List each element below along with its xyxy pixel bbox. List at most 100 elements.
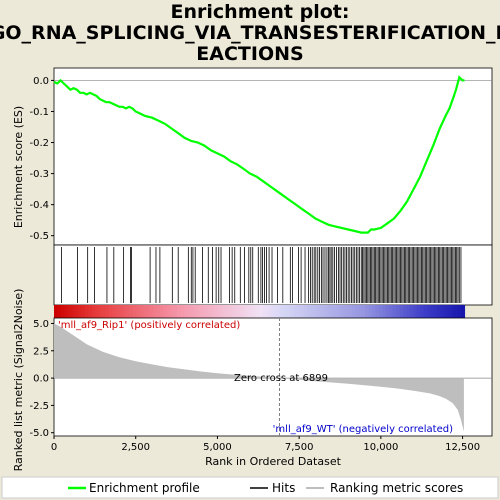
color-bar-segment xyxy=(266,305,271,318)
color-bar-segment xyxy=(286,305,291,318)
x-tick-label: 10,000 xyxy=(363,442,398,453)
color-bar-segment xyxy=(406,305,411,318)
color-bar-segment xyxy=(416,305,421,318)
color-bar-segment xyxy=(314,305,318,318)
color-bar-segment xyxy=(187,305,192,318)
color-bar-segment xyxy=(420,305,424,318)
color-bar-segment xyxy=(57,305,62,318)
color-bar-segment xyxy=(60,305,65,318)
color-bar-segment xyxy=(450,305,455,318)
color-bar-segment xyxy=(136,305,141,318)
positive-label: 'mll_af9_Rip1' (positively correlated) xyxy=(58,320,240,331)
color-bar-segment xyxy=(77,305,82,318)
metric-y-axis-label: Ranked list metric (Signal2Noise) xyxy=(12,289,25,472)
legend-metric-label: Ranking metric scores xyxy=(330,481,463,495)
color-bar-segment xyxy=(71,305,76,318)
color-bar-segment xyxy=(279,305,284,318)
color-bar-segment xyxy=(433,305,438,318)
ranking-metric-area xyxy=(54,323,464,432)
color-bar-segment xyxy=(307,305,312,318)
color-bar-segment xyxy=(160,305,164,318)
color-bar-segment xyxy=(290,305,294,318)
color-bar-segment xyxy=(454,305,459,318)
color-bar-segment xyxy=(365,305,370,318)
color-bar-segment xyxy=(372,305,377,318)
color-bar-segment xyxy=(348,305,353,318)
color-bar-segment xyxy=(361,305,366,318)
legend-hits-label: Hits xyxy=(272,481,295,495)
color-bar-segment xyxy=(235,305,240,318)
color-bar-segment xyxy=(249,305,253,318)
color-bar-segment xyxy=(238,305,243,318)
color-bar-segment xyxy=(389,305,394,318)
x-axis: 0 2,500 5,000 7,500 10,000 12,500 xyxy=(51,436,480,453)
color-bar-segment xyxy=(173,305,178,318)
es-y-tick-label: -0.2 xyxy=(29,138,49,149)
color-bar-segment xyxy=(242,305,247,318)
es-y-tick-label: -0.1 xyxy=(29,107,49,118)
color-bar-segment xyxy=(194,305,199,318)
color-bar-segment xyxy=(293,305,298,318)
color-bar-segment xyxy=(218,305,223,318)
color-bar-segment xyxy=(409,305,414,318)
color-bar-segment xyxy=(204,305,209,318)
es-plot-area xyxy=(53,67,493,246)
color-bar-segment xyxy=(375,305,380,318)
color-bar-segment xyxy=(98,305,103,318)
color-bar-segment xyxy=(320,305,325,318)
color-bar-segment xyxy=(440,305,445,318)
color-bar-segment xyxy=(112,305,117,318)
color-bar-segment xyxy=(180,305,185,318)
color-bar-segment xyxy=(300,305,305,318)
negative-label: 'mll_af9_WT' (negatively correlated) xyxy=(273,424,453,435)
color-bar-segment xyxy=(382,305,387,318)
color-bar-segment xyxy=(108,305,113,318)
hit-marks xyxy=(61,247,462,303)
color-bar-segment xyxy=(170,305,175,318)
color-bar-segment xyxy=(423,305,428,318)
metric-y-tick-label: 5.0 xyxy=(33,319,49,330)
color-bar-segment xyxy=(385,305,390,318)
color-bar-segment xyxy=(139,305,144,318)
metric-y-tick-label: -5.0 xyxy=(29,428,49,439)
color-bar-segment xyxy=(426,305,431,318)
ranked-color-bar xyxy=(54,305,466,318)
color-bar-segment xyxy=(129,305,134,318)
color-bar-segment xyxy=(231,305,236,318)
color-bar-segment xyxy=(166,305,171,318)
color-bar-segment xyxy=(184,305,188,318)
color-bar-segment xyxy=(396,305,401,318)
color-bar-segment xyxy=(324,305,329,318)
color-bar-segment xyxy=(444,305,448,318)
color-bar-segment xyxy=(228,305,233,318)
color-bar-segment xyxy=(132,305,137,318)
x-tick-label: 5,000 xyxy=(203,442,232,453)
color-bar-segment xyxy=(276,305,281,318)
color-bar-segment xyxy=(392,305,397,318)
color-bar-segment xyxy=(334,305,339,318)
es-y-tick-label: -0.3 xyxy=(29,169,49,180)
enrichment-profile-line xyxy=(53,75,465,234)
color-bar-segment xyxy=(341,305,346,318)
color-bar-segment xyxy=(358,305,363,318)
color-bar-segment xyxy=(67,305,72,318)
color-bar-segment xyxy=(272,305,277,318)
color-bar-segment xyxy=(379,305,383,318)
color-bar-segment xyxy=(81,305,86,318)
color-bar-segment xyxy=(190,305,195,318)
color-bar-segment xyxy=(207,305,212,318)
es-y-axis: 0.0 -0.1 -0.2 -0.3 -0.4 -0.5 xyxy=(29,76,54,242)
color-bar-segment xyxy=(146,305,151,318)
color-bar-segment xyxy=(225,305,229,318)
es-y-axis-label: Enrichment score (ES) xyxy=(12,106,25,228)
color-bar-segment xyxy=(351,305,356,318)
color-bar-segment xyxy=(156,305,161,318)
color-bar-segment xyxy=(221,305,226,318)
color-bar-segment xyxy=(95,305,99,318)
color-bar-segment xyxy=(255,305,260,318)
color-bar-segment xyxy=(457,305,462,318)
color-bar-segment xyxy=(327,305,332,318)
color-bar-segment xyxy=(91,305,96,318)
es-y-tick-label: 0.0 xyxy=(33,76,49,87)
color-bar-segment xyxy=(331,305,336,318)
